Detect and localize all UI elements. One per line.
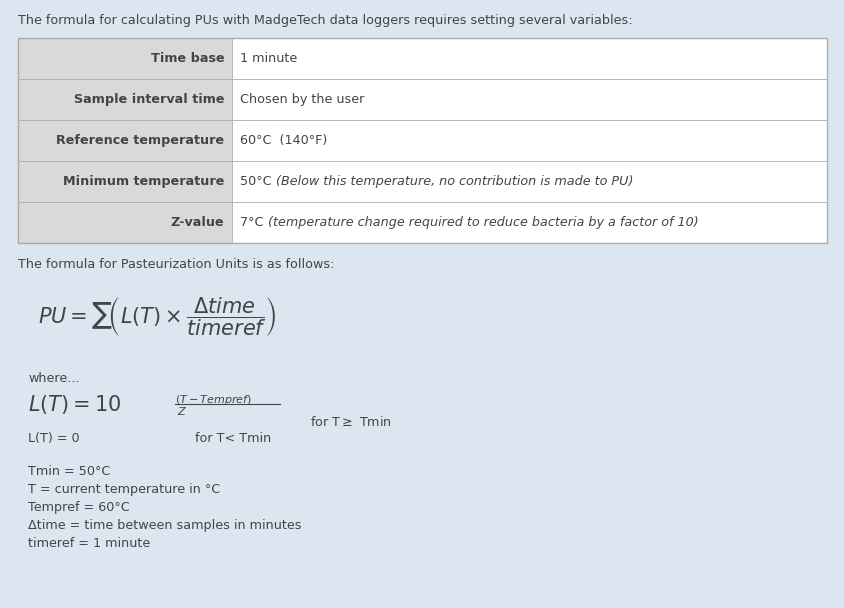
Bar — [18, 202, 232, 243]
Text: T = current temperature in °C: T = current temperature in °C — [28, 483, 220, 496]
Text: The formula for Pasteurization Units is as follows:: The formula for Pasteurization Units is … — [18, 258, 334, 271]
Bar — [18, 161, 232, 202]
Text: Z-value: Z-value — [170, 216, 225, 229]
Text: (temperature change required to reduce bacteria by a factor of 10): (temperature change required to reduce b… — [268, 216, 698, 229]
Bar — [232, 120, 826, 161]
Text: 1 minute: 1 minute — [240, 52, 297, 65]
Text: The formula for calculating PUs with MadgeTech data loggers requires setting sev: The formula for calculating PUs with Mad… — [18, 14, 632, 27]
Text: $\mathit{(T-Tempref)}$: $\mathit{(T-Tempref)}$ — [175, 393, 252, 407]
Text: timeref = 1 minute: timeref = 1 minute — [28, 537, 150, 550]
Text: where...: where... — [28, 372, 79, 385]
Text: Minimum temperature: Minimum temperature — [63, 175, 225, 188]
Text: Δtime = time between samples in minutes: Δtime = time between samples in minutes — [28, 519, 301, 532]
Text: 50°C: 50°C — [240, 175, 276, 188]
Text: L(T) = 0: L(T) = 0 — [28, 432, 79, 445]
Bar — [232, 161, 826, 202]
Text: Reference temperature: Reference temperature — [57, 134, 225, 147]
Text: $\mathit{PU} = \sum\!\left(\mathit{L(T)}\times\dfrac{\Delta \mathit{time}}{\math: $\mathit{PU} = \sum\!\left(\mathit{L(T)}… — [38, 295, 276, 338]
Text: for T$\geq$ Tmin: for T$\geq$ Tmin — [310, 415, 392, 429]
Bar — [18, 38, 826, 243]
Text: 7°C: 7°C — [240, 216, 268, 229]
Bar — [18, 38, 232, 79]
Text: $\mathit{L(T)}=10$: $\mathit{L(T)}=10$ — [28, 393, 122, 416]
Bar — [232, 38, 826, 79]
Bar — [232, 202, 826, 243]
Bar — [18, 120, 232, 161]
Text: $\mathit{Z}$: $\mathit{Z}$ — [176, 405, 187, 417]
Bar — [232, 79, 826, 120]
Text: Time base: Time base — [150, 52, 225, 65]
Text: Sample interval time: Sample interval time — [73, 93, 225, 106]
Text: for T< Tmin: for T< Tmin — [195, 432, 271, 445]
Text: 60°C  (140°F): 60°C (140°F) — [240, 134, 327, 147]
Text: Tempref = 60°C: Tempref = 60°C — [28, 501, 130, 514]
Text: Chosen by the user: Chosen by the user — [240, 93, 365, 106]
Text: Tmin = 50°C: Tmin = 50°C — [28, 465, 111, 478]
Text: (Below this temperature, no contribution is made to PU): (Below this temperature, no contribution… — [276, 175, 633, 188]
Bar — [18, 79, 232, 120]
